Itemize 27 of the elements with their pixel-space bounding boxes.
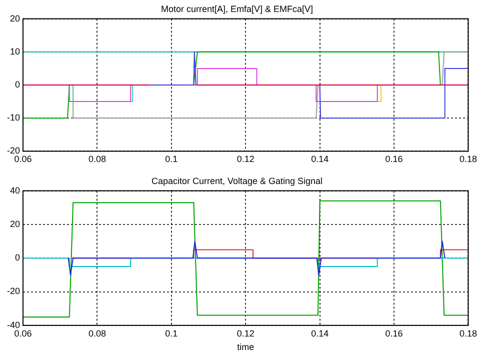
x-tick-label: 0.16: [385, 328, 403, 338]
x-axis-title: time: [237, 342, 254, 352]
y-tick-label: 0: [14, 252, 20, 263]
x-tick-label: 0.14: [311, 328, 329, 338]
y-tick-label: -10: [6, 112, 20, 123]
y-tick-label: 0: [14, 79, 20, 90]
x-tick-label: 0.06: [14, 328, 32, 338]
x-tick-label: 0.1: [165, 328, 178, 338]
x-tick-label: 0.18: [459, 328, 478, 338]
y-tick-label: 10: [10, 46, 20, 56]
x-tick-label: 0.14: [311, 154, 329, 164]
chart-title: Capacitor Current, Voltage & Gating Signal: [151, 176, 323, 186]
y-tick-label: 20: [10, 218, 20, 229]
x-tick-label: 0.16: [385, 154, 403, 164]
x-tick-label: 0.06: [14, 154, 32, 164]
y-tick-label: -40: [6, 320, 20, 330]
y-tick-label: 40: [10, 185, 20, 196]
chart-title: Motor current[A], Emfa[V] & EMFca[V]: [160, 4, 314, 14]
y-tick-label: -20: [6, 286, 20, 296]
x-tick-label: 0.18: [459, 154, 478, 164]
x-tick-label: 0.08: [88, 328, 106, 338]
x-tick-label: 0.08: [88, 154, 106, 164]
x-tick-label: 0.1: [165, 154, 178, 164]
x-tick-label: 0.12: [236, 154, 254, 164]
x-tick-label: 0.12: [236, 328, 254, 338]
y-tick-label: 20: [10, 13, 20, 24]
y-tick-label: -20: [6, 146, 20, 156]
